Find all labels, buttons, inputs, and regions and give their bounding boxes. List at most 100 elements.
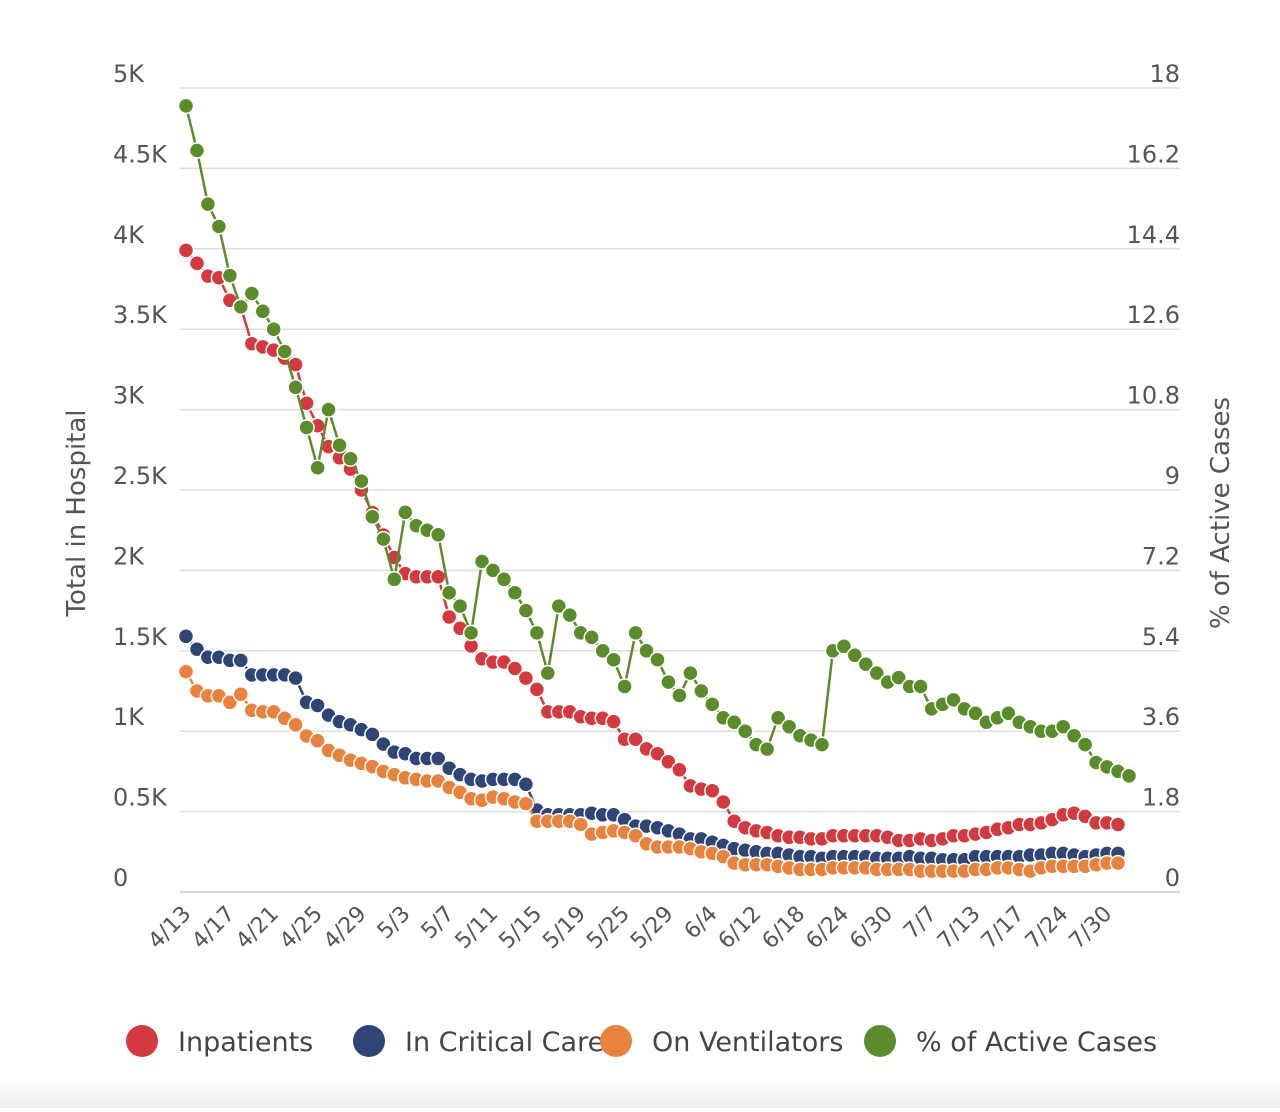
data-point-of-active-cases [451,597,469,615]
data-point-of-active-cases [287,379,304,396]
data-point-of-active-cases [945,691,962,709]
data-point-inpatients [704,782,721,799]
legend-label-inpatients: Inpatients [178,1027,313,1058]
data-point-of-active-cases [331,437,348,454]
right-tick-label: 18 [1149,60,1180,88]
left-tick-label: 0 [113,864,128,892]
data-point-on-ventilators [287,716,304,734]
legend-item-in-critical-care: In Critical Care [353,1025,604,1058]
data-point-of-active-cases [561,606,579,624]
data-point-of-active-cases [221,267,239,284]
x-tick-label: 5/25 [582,902,635,955]
data-point-of-active-cases [375,530,392,548]
data-point-of-active-cases [780,718,798,735]
data-point-of-active-cases [868,664,886,682]
data-point-inpatients [517,669,535,687]
left-axis-ticks: 0 0.5K 1K 1.5K 2K 2.5K 3K 3.5K 4K 4.5K 5K [113,60,168,892]
data-point-of-active-cases [682,664,699,682]
data-point-of-active-cases [473,553,491,570]
data-point-of-active-cases [1065,727,1083,744]
data-point-of-active-cases [440,584,458,601]
data-point-of-active-cases [890,669,907,686]
data-point-of-active-cases [857,655,875,673]
right-axis-ticks: 0 1.8 3.6 5.4 7.2 9 10.8 12.6 14.4 16.2 18 [1127,60,1180,892]
data-point-of-active-cases [736,722,754,740]
data-point-of-active-cases [1076,736,1094,753]
x-tick-label: 4/17 [187,902,240,955]
data-point-of-active-cases [616,678,633,695]
x-tick-label: 7/17 [977,902,1030,955]
left-tick-label: 0.5K [113,784,168,812]
data-point-inpatients [177,242,195,259]
right-tick-label: 9 [1165,462,1180,490]
data-point-inpatients [1109,816,1127,833]
right-tick-label: 14.4 [1127,221,1180,249]
data-point-in-critical-care [177,628,195,645]
x-tick-label: 7/24 [1021,902,1074,955]
left-tick-label: 5K [113,60,145,88]
x-tick-label: 6/24 [802,902,855,955]
x-tick-label: 6/18 [758,902,811,955]
legend-label-in-critical-care: In Critical Care [405,1027,604,1058]
data-point-inpatients [671,761,688,779]
data-point-of-active-cases [605,651,622,668]
data-point-inpatients [506,660,524,677]
x-axis-ticks: 4/134/174/214/254/29 5/3 5/75/115/155/195/… [144,902,1118,955]
data-point-in-critical-care [375,735,392,753]
data-point-of-active-cases [517,602,535,619]
data-point-of-active-cases [594,642,611,660]
data-point-inpatients [627,730,644,748]
legend-marker-of-active-cases [864,1025,896,1057]
data-point-of-active-cases [660,673,677,691]
data-point-of-active-cases [397,504,414,521]
data-point-of-active-cases [254,303,272,320]
data-point-of-active-cases [758,740,776,758]
data-point-of-active-cases [199,195,217,213]
data-point-on-ventilators [517,795,535,812]
data-point-of-active-cases [320,401,337,418]
bottom-fade [0,1078,1280,1108]
right-tick-label: 5.4 [1142,623,1180,651]
right-tick-label: 0 [1165,864,1180,892]
data-point-of-active-cases [353,472,370,490]
data-point-of-active-cases [232,298,250,316]
data-point-in-critical-care [287,669,304,687]
x-tick-label: 4/21 [231,902,284,955]
data-point-of-active-cases [550,597,568,615]
data-point-on-ventilators [232,685,250,703]
data-point-of-active-cases [539,664,557,682]
left-axis-title: Total in Hospital [62,409,92,617]
legend: Inpatients In Critical Care On Ventilators… [126,1025,1157,1058]
data-point-of-active-cases [693,682,710,700]
data-point-in-critical-care [309,697,326,714]
data-point-of-active-cases [484,562,502,579]
data-point-on-ventilators [572,816,589,833]
left-tick-label: 4K [113,221,145,249]
data-point-inpatients [605,713,622,730]
data-point-of-active-cases [364,508,381,526]
x-tick-label: 4/13 [144,902,197,955]
series-inpatients [177,242,1127,849]
data-point-on-ventilators [627,827,644,844]
data-point-on-ventilators [309,732,326,750]
data-point-inpatients [429,568,447,586]
data-point-on-ventilators [221,694,239,711]
data-point-of-active-cases [725,714,743,731]
x-tick-label: 7/30 [1065,902,1118,955]
x-tick-label: 5/3 [373,902,416,945]
legend-marker-in-critical-care [353,1025,385,1057]
x-tick-label: 5/19 [538,902,591,955]
data-point-in-critical-care [188,640,206,658]
data-point-of-active-cases [846,647,864,664]
data-point-of-active-cases [704,696,721,713]
legend-label-of-active-cases: % of Active Cases [916,1027,1157,1058]
legend-label-on-ventilators: On Ventilators [652,1027,843,1058]
data-point-of-active-cases [462,624,480,642]
data-point-inpatients [649,745,666,762]
data-point-of-active-cases [638,642,655,660]
x-tick-label: 5/29 [626,902,679,955]
x-tick-label: 7/13 [933,902,986,955]
data-point-of-active-cases [309,459,326,476]
